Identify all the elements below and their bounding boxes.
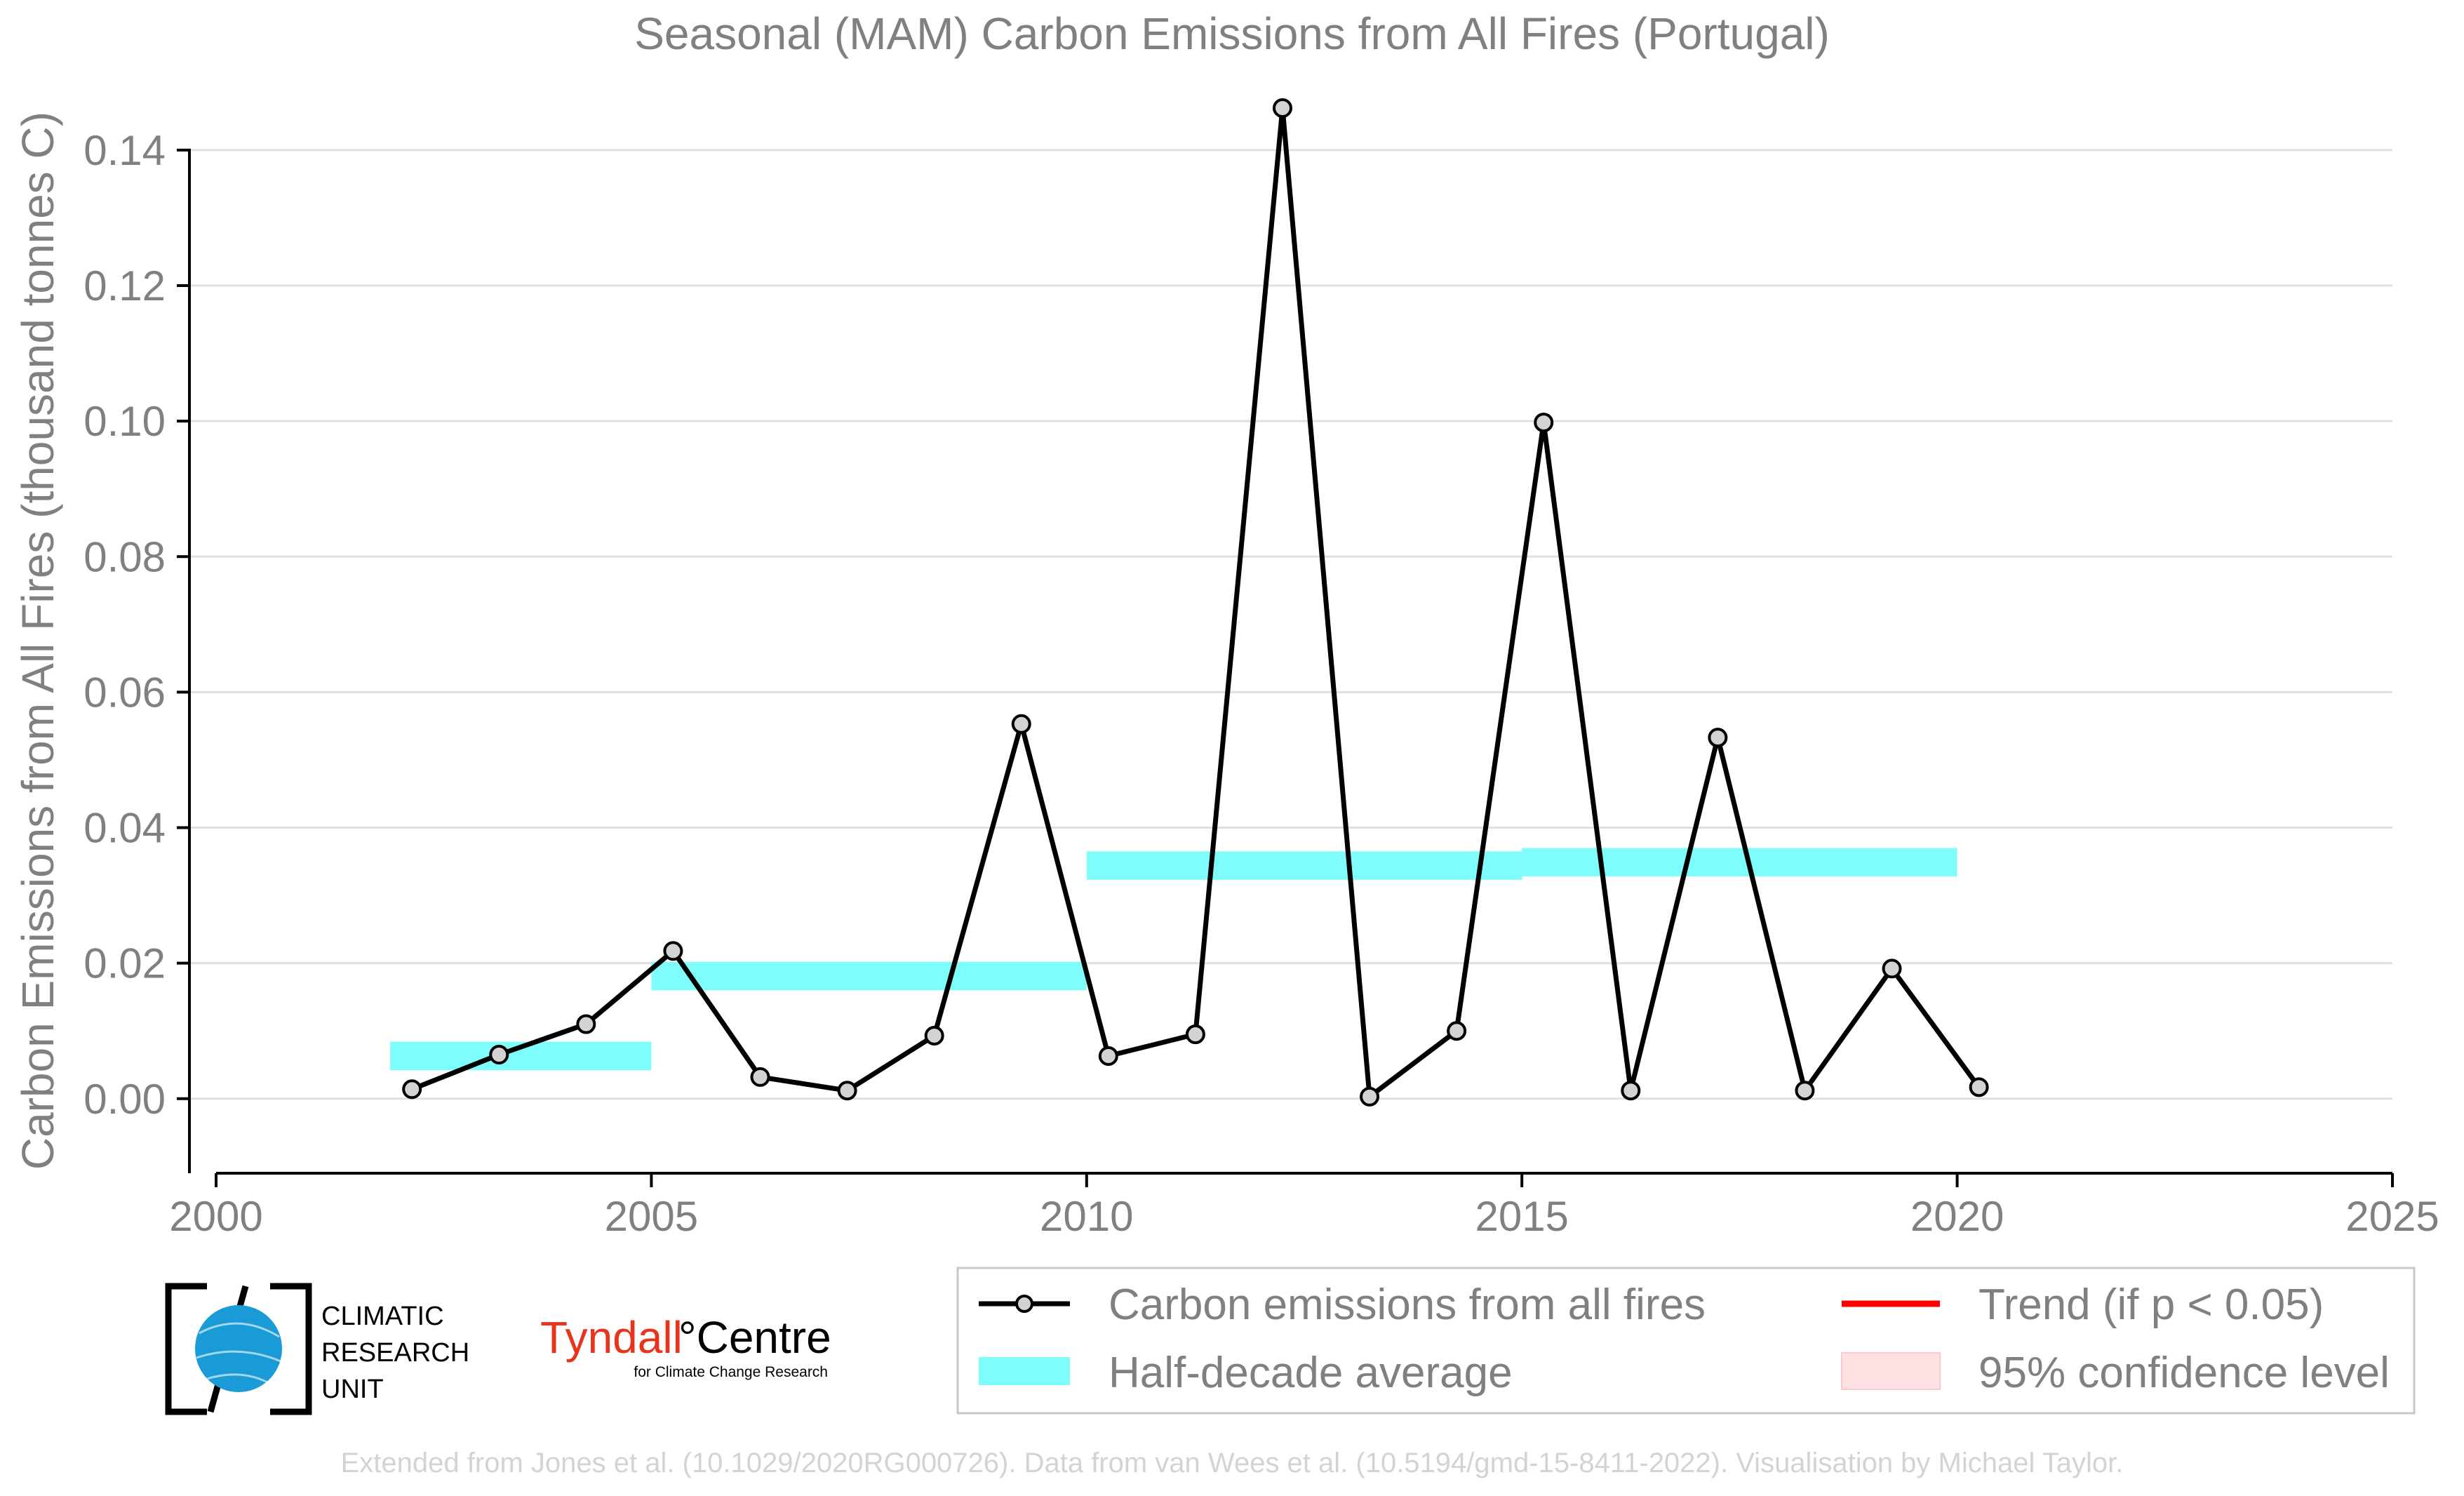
legend-label-confidence: 95% confidence level [1978, 1349, 2390, 1397]
y-tick-label: 0.12 [83, 262, 166, 309]
series-layer [402, 98, 1989, 1107]
data-point [1708, 728, 1728, 748]
y-tick-label: 0.14 [83, 127, 166, 174]
legend-average-swatch [979, 1357, 1070, 1385]
data-point [489, 1045, 509, 1065]
cru-line1: CLIMATIC [321, 1302, 444, 1331]
data-point [576, 1014, 596, 1034]
x-tick-labels: 2000 2005 2010 2015 2020 2025 [169, 1193, 2439, 1240]
data-point [663, 941, 683, 961]
legend-label-trend: Trend (if p < 0.05) [1978, 1281, 2324, 1329]
data-point [1185, 1024, 1205, 1045]
average-band [1086, 851, 1522, 880]
x-tick-label: 2005 [605, 1193, 698, 1240]
cru-line2: RESEARCH [321, 1338, 469, 1368]
emissions-line [410, 105, 1981, 1100]
y-tick-label: 0.02 [83, 940, 166, 987]
tyndall-name: Tyndall [540, 1312, 683, 1363]
legend-confidence-swatch [1841, 1352, 1941, 1390]
legend-box [956, 1267, 2416, 1415]
globe-lines [196, 1322, 281, 1385]
x-tick-label: 2015 [1475, 1193, 1568, 1240]
data-point [1098, 1046, 1118, 1066]
data-point [1882, 959, 1902, 979]
data-point [1795, 1081, 1815, 1101]
x-tick-label: 2025 [2345, 1193, 2439, 1240]
y-tick-label: 0.10 [83, 398, 166, 445]
average-band [651, 961, 1087, 991]
data-point [1011, 714, 1031, 734]
credit-text: Extended from Jones et al. (10.1029/2020… [341, 1448, 2124, 1478]
data-point [402, 1079, 422, 1100]
y-tick-label: 0.08 [83, 533, 166, 580]
data-point [924, 1025, 944, 1046]
x-tick-label: 2010 [1040, 1193, 1133, 1240]
cru-line3: UNIT [321, 1375, 384, 1404]
y-tick-label: 0.00 [83, 1076, 166, 1123]
tyndall-tagline: for Climate Change Research [634, 1364, 828, 1380]
legend-label-emissions: Carbon emissions from all fires [1109, 1281, 1706, 1329]
data-point [1272, 98, 1292, 119]
y-axis-title: Carbon Emissions from All Fires (thousan… [13, 112, 63, 1170]
y-tick-label: 0.06 [83, 669, 166, 716]
legend: Carbon emissions from all fires Trend (i… [956, 1267, 2416, 1415]
y-axis-label: Carbon Emissions from All Fires (thousan… [13, 112, 63, 1170]
data-point [1360, 1086, 1380, 1107]
data-point [1534, 413, 1554, 433]
legend-label-average: Half-decade average [1109, 1349, 1513, 1397]
x-tick-label: 2000 [169, 1193, 262, 1240]
grid-lines [189, 149, 2392, 1100]
legend-marker-swatch [1015, 1295, 1033, 1313]
data-point [1447, 1021, 1467, 1041]
x-tick-label: 2020 [1910, 1193, 2004, 1240]
data-point [750, 1067, 770, 1087]
tyndall-suffix: °Centre [678, 1312, 831, 1363]
data-point [837, 1081, 857, 1101]
cru-bracket-left [165, 1283, 207, 1415]
half-decade-average-bands [390, 848, 1957, 1071]
axes [177, 148, 2394, 1187]
data-point [1621, 1081, 1641, 1101]
average-band [1522, 848, 1957, 877]
y-tick-label: 0.04 [83, 805, 166, 852]
data-point [1969, 1077, 1989, 1097]
tyndall-logo: Tyndall °Centre for Climate Change Resea… [540, 1312, 831, 1380]
y-tick-labels: 0.00 0.02 0.04 0.06 0.08 0.10 0.12 0.14 [83, 127, 166, 1123]
chart-title: Seasonal (MAM) Carbon Emissions from All… [634, 8, 1830, 59]
cru-bracket-right [270, 1283, 312, 1415]
cru-logo: CLIMATIC RESEARCH UNIT [165, 1283, 469, 1415]
